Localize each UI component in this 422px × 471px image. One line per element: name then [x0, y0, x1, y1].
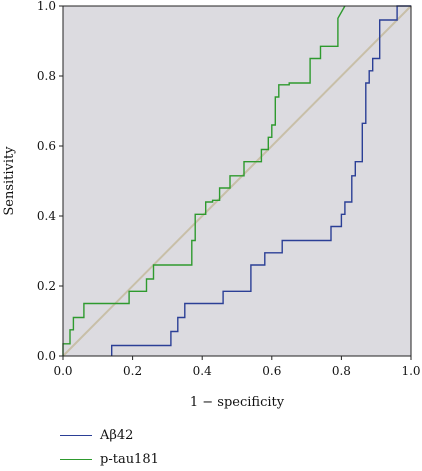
x-tick-label: 0.2 [123, 364, 142, 378]
x-tick-label: 0.8 [332, 364, 351, 378]
y-axis-title: Sensitivity [2, 146, 17, 216]
x-tick-label: 0.0 [53, 364, 72, 378]
y-tick-label: 0.0 [37, 349, 56, 363]
x-tick-label: 1.0 [401, 364, 420, 378]
legend-item-ptau181: p-tau181 [60, 447, 159, 471]
legend-label-ptau181: p-tau181 [100, 451, 159, 467]
legend-item-abeta42: Aβ42 [60, 423, 159, 447]
reference-diagonal [62, 5, 412, 357]
roc-chart: 0.0 0.2 0.4 0.6 0.8 1.0 0.0 0.2 0.4 0.6 0.8 1.0 1 … [2, 0, 421, 410]
legend-swatch-ptau181 [60, 458, 92, 460]
y-tick-label: 1.0 [37, 0, 56, 13]
y-tick-label: 0.8 [37, 69, 56, 83]
legend: Aβ42 p-tau181 [60, 423, 159, 471]
x-axis: 0.0 0.2 0.4 0.6 0.8 1.0 [53, 356, 421, 378]
series-line-ptau181 [62, 5, 346, 356]
y-tick-label: 0.2 [37, 279, 56, 293]
legend-swatch-abeta42 [60, 434, 92, 436]
y-tick-label: 0.4 [37, 209, 56, 223]
series-layer [62, 5, 411, 356]
y-tick-label: 0.6 [37, 139, 56, 153]
x-tick-label: 0.4 [193, 364, 212, 378]
legend-label-abeta42: Aβ42 [100, 427, 134, 443]
y-axis: 0.0 0.2 0.4 0.6 0.8 1.0 [37, 0, 63, 363]
x-axis-title: 1 − specificity [190, 395, 285, 410]
plot-frame [62, 5, 412, 357]
series-line-abeta42 [110, 5, 411, 356]
x-tick-label: 0.6 [262, 364, 281, 378]
